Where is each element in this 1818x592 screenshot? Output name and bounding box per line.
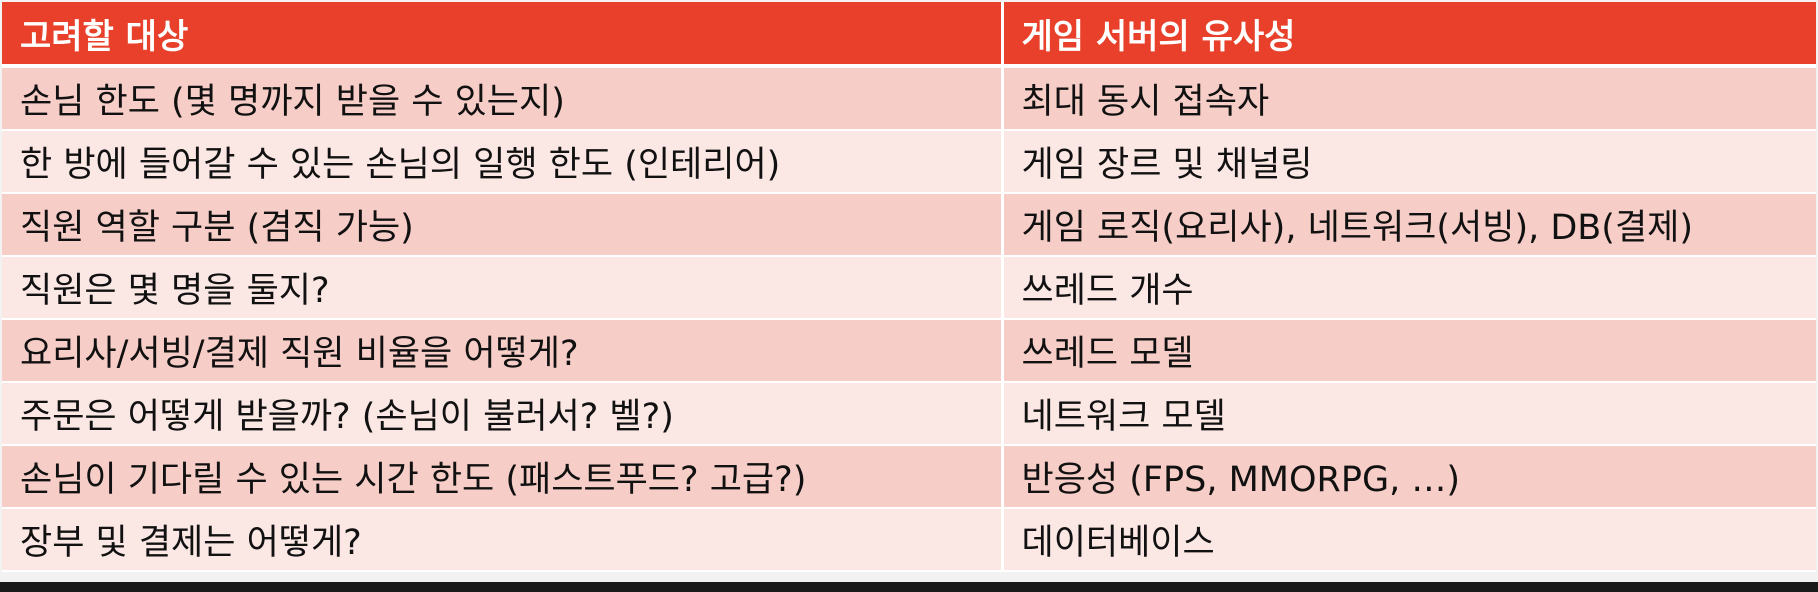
cell-consideration: 손님이 기다릴 수 있는 시간 한도 (패스트푸드? 고급?) <box>2 445 1004 509</box>
cell-consideration: 장부 및 결제는 어떻게? <box>2 508 1004 572</box>
table-row: 손님이 기다릴 수 있는 시간 한도 (패스트푸드? 고급?) 반응성 (FPS… <box>2 445 1816 509</box>
cell-similarity: 쓰레드 모델 <box>1002 319 1816 383</box>
table-row: 한 방에 들어갈 수 있는 손님의 일행 한도 (인테리어) 게임 장르 및 채… <box>2 130 1816 194</box>
table-row: 손님 한도 (몇 명까지 받을 수 있는지) 최대 동시 접속자 <box>2 66 1816 131</box>
table-header: 고려할 대상 게임 서버의 유사성 <box>2 2 1816 68</box>
table-body: 손님 한도 (몇 명까지 받을 수 있는지) 최대 동시 접속자 한 방에 들어… <box>2 66 1816 572</box>
cell-consideration: 직원은 몇 명을 둘지? <box>2 256 1004 320</box>
cell-similarity: 네트워크 모델 <box>1002 382 1816 446</box>
cell-consideration: 한 방에 들어갈 수 있는 손님의 일행 한도 (인테리어) <box>2 130 1004 194</box>
cell-similarity: 쓰레드 개수 <box>1002 256 1816 320</box>
cell-similarity: 데이터베이스 <box>1002 508 1816 572</box>
cell-similarity: 게임 장르 및 채널링 <box>1002 130 1816 194</box>
cell-consideration: 직원 역할 구분 (겸직 가능) <box>2 193 1004 257</box>
header-game-server-similarity: 게임 서버의 유사성 <box>1002 2 1816 68</box>
cell-consideration: 손님 한도 (몇 명까지 받을 수 있는지) <box>2 66 1004 131</box>
table-row: 주문은 어떻게 받을까? (손님이 불러서? 벨?) 네트워크 모델 <box>2 382 1816 446</box>
table-row: 장부 및 결제는 어떻게? 데이터베이스 <box>2 508 1816 572</box>
header-row: 고려할 대상 게임 서버의 유사성 <box>2 2 1816 68</box>
cell-consideration: 주문은 어떻게 받을까? (손님이 불러서? 벨?) <box>2 382 1004 446</box>
comparison-table: 고려할 대상 게임 서버의 유사성 손님 한도 (몇 명까지 받을 수 있는지)… <box>2 2 1816 572</box>
header-considerations: 고려할 대상 <box>2 2 1004 68</box>
table-row: 요리사/서빙/결제 직원 비율을 어떻게? 쓰레드 모델 <box>2 319 1816 383</box>
cell-similarity: 반응성 (FPS, MMORPG, …) <box>1002 445 1816 509</box>
cell-similarity: 게임 로직(요리사), 네트워크(서빙), DB(결제) <box>1002 193 1816 257</box>
bottom-strip <box>0 582 1818 592</box>
cell-consideration: 요리사/서빙/결제 직원 비율을 어떻게? <box>2 319 1004 383</box>
table-row: 직원은 몇 명을 둘지? 쓰레드 개수 <box>2 256 1816 320</box>
table-row: 직원 역할 구분 (겸직 가능) 게임 로직(요리사), 네트워크(서빙), D… <box>2 193 1816 257</box>
cell-similarity: 최대 동시 접속자 <box>1002 66 1816 131</box>
